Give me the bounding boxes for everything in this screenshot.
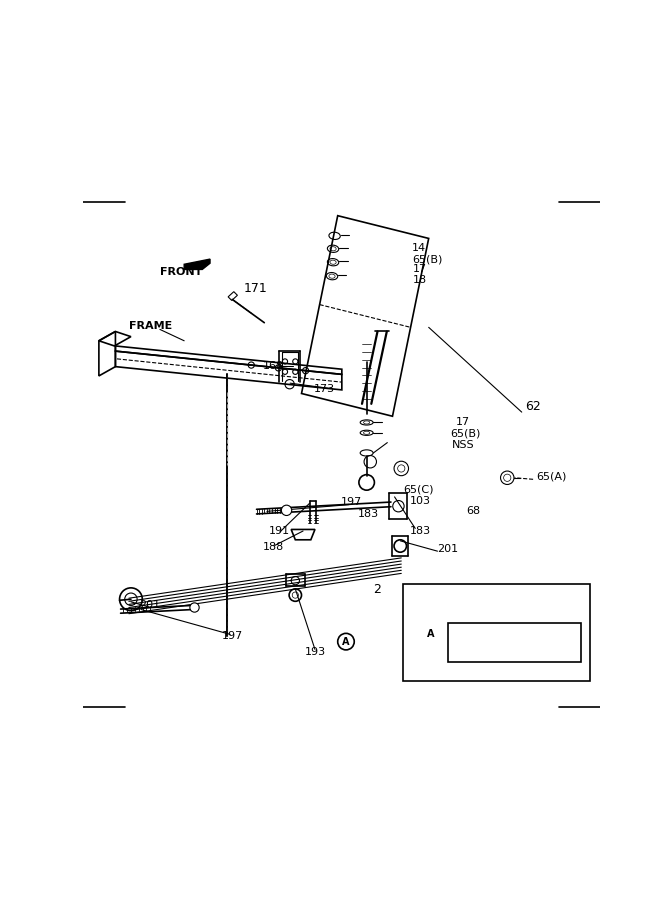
Text: 65(C): 65(C) xyxy=(403,485,434,495)
Text: 191: 191 xyxy=(268,526,289,536)
FancyBboxPatch shape xyxy=(403,584,590,681)
Text: A: A xyxy=(342,636,350,646)
Text: 173: 173 xyxy=(313,384,335,394)
Text: 201: 201 xyxy=(438,544,459,554)
Text: FRAME: FRAME xyxy=(129,320,172,331)
Text: 183: 183 xyxy=(358,508,378,519)
Text: 18: 18 xyxy=(413,274,427,284)
Text: 188: 188 xyxy=(263,542,285,552)
Text: 68: 68 xyxy=(466,507,480,517)
Text: 65(B): 65(B) xyxy=(413,254,443,264)
Text: FRONT: FRONT xyxy=(160,267,202,277)
Text: 197: 197 xyxy=(222,632,243,642)
Text: 168: 168 xyxy=(263,361,284,371)
Text: 17: 17 xyxy=(413,265,427,274)
Text: ASSIST  SIDE: ASSIST SIDE xyxy=(408,590,476,600)
Text: 183: 183 xyxy=(410,526,431,536)
Text: 62: 62 xyxy=(526,400,541,413)
Polygon shape xyxy=(228,292,237,301)
Text: A: A xyxy=(427,629,434,639)
Text: 103: 103 xyxy=(410,496,431,506)
Text: 2: 2 xyxy=(373,583,381,597)
Text: 197: 197 xyxy=(341,497,362,507)
Text: 201: 201 xyxy=(139,600,160,610)
Circle shape xyxy=(281,505,291,516)
Circle shape xyxy=(190,603,199,612)
Text: 17: 17 xyxy=(456,418,470,428)
Text: 14: 14 xyxy=(412,243,426,253)
Text: 171: 171 xyxy=(243,282,267,294)
Polygon shape xyxy=(184,259,210,269)
Text: 193: 193 xyxy=(305,647,325,657)
Text: 65(B): 65(B) xyxy=(450,428,481,438)
Text: NSS: NSS xyxy=(452,440,474,450)
Text: 192: 192 xyxy=(524,645,545,655)
Text: 65(A): 65(A) xyxy=(536,472,566,482)
